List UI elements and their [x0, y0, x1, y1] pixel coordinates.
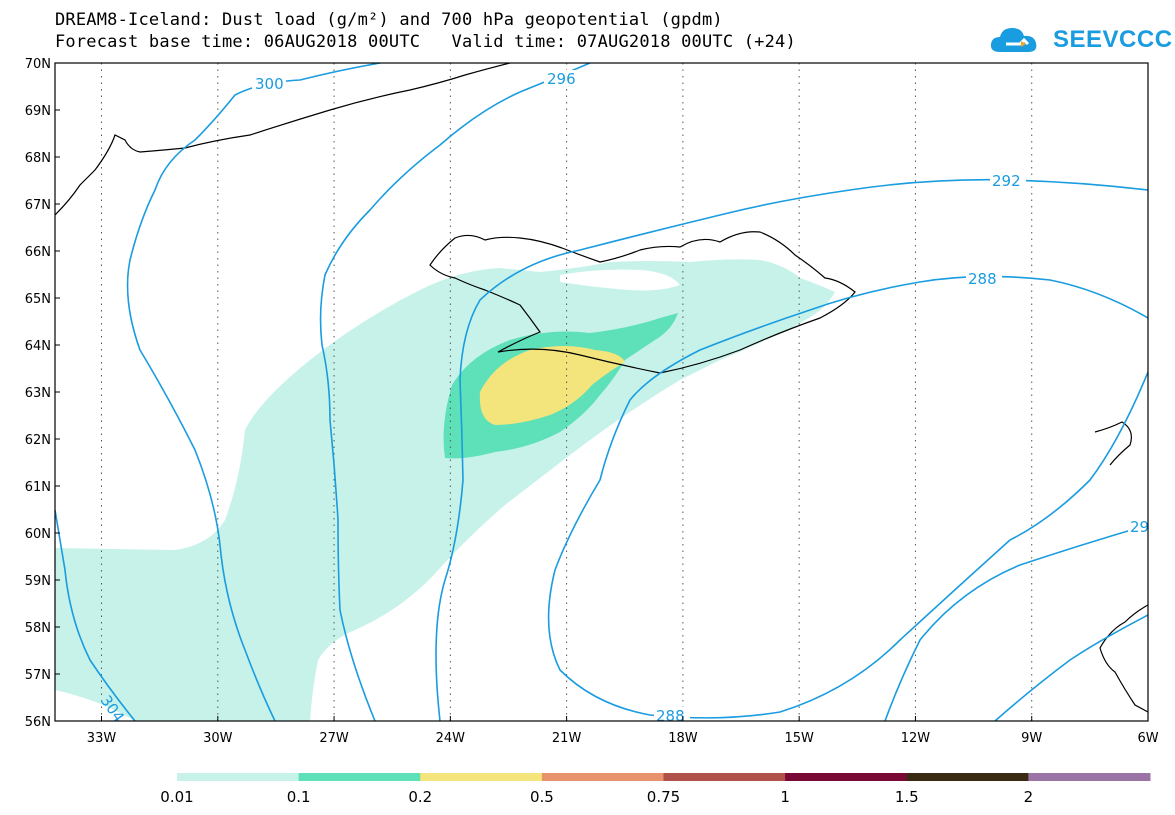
lat-label: 70N: [25, 57, 51, 72]
contour-288: [547, 275, 1148, 719]
lat-label: 60N: [25, 527, 51, 542]
contour-304: [55, 509, 136, 721]
lon-label: 12W: [901, 731, 931, 746]
lat-label: 67N: [25, 198, 51, 213]
contour-296: [319, 63, 591, 721]
iceland-coastline: [429, 231, 856, 374]
faroe-islands-coastline: [1094, 421, 1132, 466]
scotland-coastline: [1099, 604, 1148, 713]
colorbar-label: 0.5: [530, 788, 554, 806]
lat-label: 65N: [25, 292, 51, 307]
colorbar-label: 1.5: [895, 788, 919, 806]
lat-label: 68N: [25, 151, 51, 166]
lon-label: 6W: [1137, 731, 1158, 746]
contour-label-288: 288: [968, 270, 997, 288]
colorbar-label: 0.01: [160, 788, 193, 806]
lat-label: 63N: [25, 386, 51, 401]
colorbar-swatch: [298, 773, 421, 781]
contour-label-296: 296: [547, 70, 576, 88]
contour-280: [994, 614, 1148, 721]
colorbar-label: 0.75: [647, 788, 680, 806]
lat-label: 66N: [25, 245, 51, 260]
lon-label: 9W: [1021, 731, 1042, 746]
colorbar-label: 0.2: [408, 788, 432, 806]
colorbar-label: 2: [1024, 788, 1034, 806]
colorbar-swatch: [663, 773, 786, 781]
lon-label: 18W: [668, 731, 698, 746]
colorbar-swatch: [906, 773, 1029, 781]
logo-text: SEEVCCC: [1053, 26, 1173, 53]
clear-area-north-iceland: [560, 269, 680, 291]
lon-label: 21W: [552, 731, 582, 746]
contour-label-292: 292: [992, 172, 1021, 190]
contour-label-300: 300: [255, 75, 284, 93]
colorbar-label: 0.1: [287, 788, 311, 806]
lat-label: 62N: [25, 433, 51, 448]
contour-292: [435, 178, 1148, 721]
chart-title: DREAM8-Iceland: Dust load (g/m²) and 700…: [55, 10, 723, 30]
lon-label: 15W: [784, 731, 814, 746]
lon-label: 33W: [87, 731, 117, 746]
lon-label: 24W: [436, 731, 466, 746]
lat-label: 56N: [25, 715, 51, 730]
contour-label-29: 29: [1130, 518, 1149, 536]
cloud-logo-icon: [990, 28, 1037, 52]
contour-284: [884, 524, 1148, 721]
lat-label: 58N: [25, 621, 51, 636]
lat-label: 61N: [25, 480, 51, 495]
contour-300: [126, 63, 381, 721]
colorbar-swatch: [420, 773, 543, 781]
colorbar-swatch: [177, 773, 300, 781]
contour-label-288-south: 288: [656, 707, 685, 725]
lat-label: 57N: [25, 668, 51, 683]
dust-area-0.2: [479, 346, 625, 425]
forecast-times: Forecast base time: 06AUG2018 00UTC Vali…: [55, 32, 796, 52]
lat-label: 69N: [25, 104, 51, 119]
colorbar-swatch: [541, 773, 664, 781]
lon-label: 30W: [203, 731, 233, 746]
colorbar: 0.01 0.1 0.2 0.5 0.75 1 1.5 2: [160, 773, 1151, 806]
greenland-coastline: [55, 63, 511, 216]
lat-label: 59N: [25, 574, 51, 589]
lon-label: 27W: [319, 731, 349, 746]
lat-label: 64N: [25, 339, 51, 354]
colorbar-label: 1: [780, 788, 790, 806]
colorbar-swatch: [785, 773, 908, 781]
dust-area-0.01: [55, 259, 835, 721]
colorbar-swatch: [1028, 773, 1151, 781]
